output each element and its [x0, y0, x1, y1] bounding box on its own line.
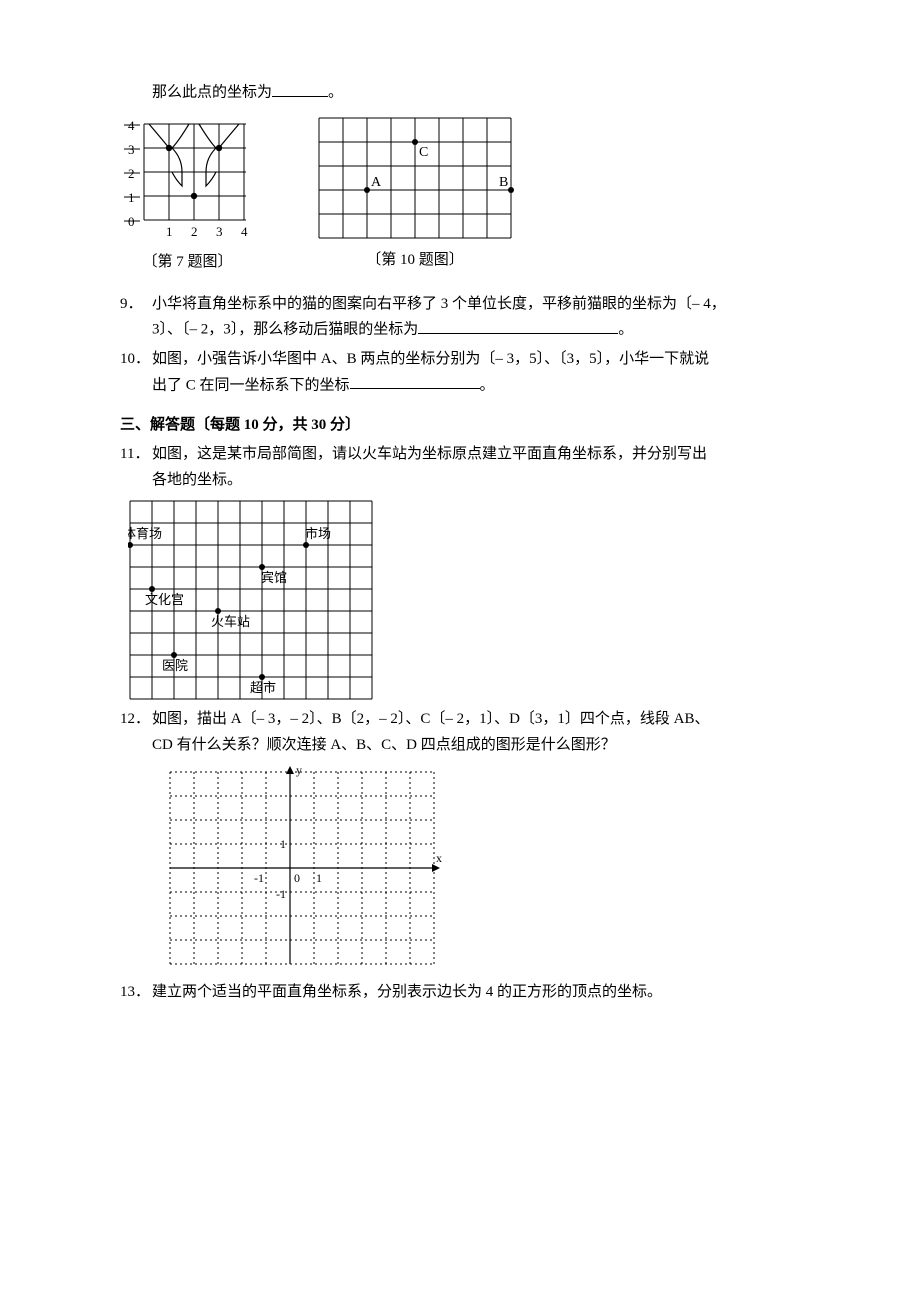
svg-text:体育场: 体育场 [128, 526, 162, 541]
svg-text:C: C [419, 145, 428, 160]
q12: 12． 如图，描出 A〔– 3，– 2〕、B〔2，– 2〕、C〔– 2，1〕、D… [120, 707, 820, 758]
continued-line: 那么此点的坐标为 。 [152, 80, 820, 106]
q12-b: CD 有什么关系？顺次连接 A、B、C、D 四点组成的图形是什么图形？ [152, 737, 616, 753]
q10-blank [350, 373, 480, 390]
svg-text:-1: -1 [254, 871, 264, 885]
q11-svg: 体育场 市场宾馆文化宫火车站医院超市 [128, 499, 374, 701]
svg-text:4: 4 [241, 224, 248, 239]
q10-b: 出了 C 在同一坐标系下的坐标 [152, 377, 350, 393]
svg-text:文化宫: 文化宫 [145, 592, 184, 607]
q13-num: 13． [120, 980, 152, 1006]
cont-text: 那么此点的坐标为 [152, 85, 272, 101]
svg-text:y: y [296, 763, 302, 777]
q11-b: 各地的坐标。 [152, 472, 242, 488]
fig10-svg: A B C [315, 114, 515, 242]
q12-num: 12． [120, 707, 152, 733]
figure-row-7-10: 4 3 2 1 0 1 2 3 4 〔第 7 题图〕 [120, 114, 820, 276]
q9: 9． 小华将直角坐标系中的猫的图案向右平移了 3 个单位长度，平移前猫眼的坐标为… [120, 292, 820, 344]
q11-fig: 体育场 市场宾馆文化宫火车站医院超市 [128, 499, 820, 701]
svg-text:2: 2 [191, 224, 198, 239]
fig10-caption: 〔第 10 题图〕 [366, 248, 464, 274]
svg-text:-1: -1 [276, 887, 286, 901]
q11: 11． 如图，这是某市局部简图，请以火车站为坐标原点建立平面直角坐标系，并分别写… [120, 442, 820, 493]
svg-text:宾馆: 宾馆 [261, 570, 287, 585]
svg-text:x: x [436, 851, 442, 865]
q9-blank [418, 317, 618, 334]
svg-text:A: A [371, 175, 382, 190]
q9-b: 3〕、〔– 2，3〕，那么移动后猫眼的坐标为 [152, 322, 418, 338]
section3-title: 三、解答题〔每题 10 分，共 30 分〕 [120, 413, 820, 439]
svg-text:3: 3 [216, 224, 223, 239]
svg-text:0: 0 [294, 871, 300, 885]
q12-fig: x y -1 0 1 1 -1 [160, 762, 820, 974]
svg-text:1: 1 [316, 871, 322, 885]
q9-end: 。 [618, 322, 633, 338]
blank-top [272, 80, 328, 97]
svg-text:超市: 超市 [250, 680, 276, 695]
q13: 13． 建立两个适当的平面直角坐标系，分别表示边长为 4 的正方形的顶点的坐标。 [120, 980, 820, 1006]
q12-a: 如图，描出 A〔– 3，– 2〕、B〔2，– 2〕、C〔– 2，1〕、D〔3，1… [152, 711, 710, 727]
q13-text: 建立两个适当的平面直角坐标系，分别表示边长为 4 的正方形的顶点的坐标。 [152, 984, 662, 1000]
svg-text:B: B [499, 175, 508, 190]
svg-text:医院: 医院 [162, 658, 188, 673]
q11-num: 11． [120, 442, 152, 468]
fig7-caption: 〔第 7 题图〕 [142, 250, 232, 276]
svg-text:1: 1 [280, 837, 286, 851]
q9-num: 9． [120, 292, 152, 318]
svg-text:1: 1 [166, 224, 173, 239]
q10: 10． 如图，小强告诉小华图中 A、B 两点的坐标分别为〔– 3，5〕、〔3，5… [120, 347, 820, 399]
q10-a: 如图，小强告诉小华图中 A、B 两点的坐标分别为〔– 3，5〕、〔3，5〕，小华… [152, 351, 709, 367]
cont-end: 。 [328, 85, 343, 101]
q10-num: 10． [120, 347, 152, 373]
q12-svg: x y -1 0 1 1 -1 [160, 762, 444, 974]
fig7-svg: 4 3 2 1 0 1 2 3 4 [120, 114, 255, 244]
q10-end: 。 [480, 377, 495, 393]
svg-text:市场: 市场 [305, 526, 331, 541]
svg-text:火车站: 火车站 [211, 614, 250, 629]
fig10-col: A B C 〔第 10 题图〕 [315, 114, 515, 276]
fig7-col: 4 3 2 1 0 1 2 3 4 〔第 7 题图〕 [120, 114, 255, 276]
q9-a: 小华将直角坐标系中的猫的图案向右平移了 3 个单位长度，平移前猫眼的坐标为〔– … [152, 296, 726, 312]
q11-a: 如图，这是某市局部简图，请以火车站为坐标原点建立平面直角坐标系，并分别写出 [152, 446, 707, 462]
